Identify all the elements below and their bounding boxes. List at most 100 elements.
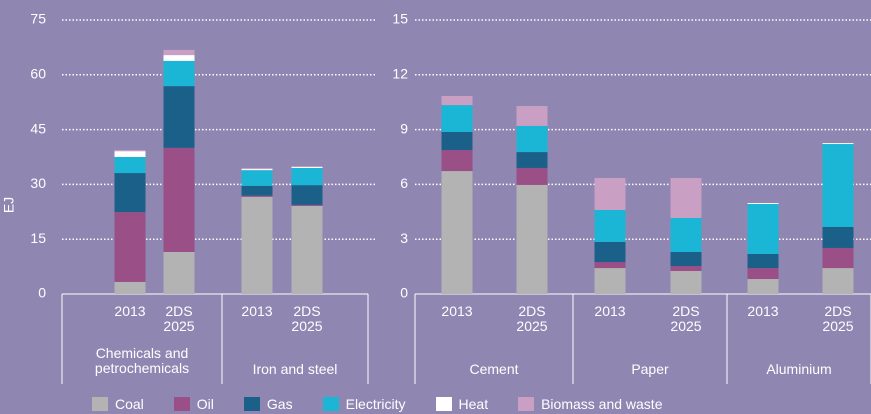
group-label: Iron and steel: [252, 361, 338, 377]
bar-segment: [163, 251, 195, 294]
bar-segment: [441, 150, 473, 172]
y-axis-label: EJ: [1, 197, 17, 213]
x-tick-label: 2DS 2025: [822, 303, 854, 334]
bar-segment: [670, 218, 702, 252]
bar-segment: [241, 196, 273, 294]
bar-segment: [516, 152, 548, 168]
bar-segment: [594, 241, 626, 263]
bar-segment: [747, 203, 779, 204]
legend-swatch: [435, 397, 452, 411]
bar-segment: [291, 185, 323, 205]
legend-item: Coal: [92, 396, 144, 412]
bar-segment: [670, 251, 702, 267]
legend-item: Oil: [173, 396, 214, 412]
bar-segment: [747, 268, 779, 280]
bar-segment: [163, 60, 195, 87]
group-label: Cement: [469, 361, 519, 377]
x-tick-label: 2013: [747, 303, 779, 319]
group-label: Chemicals and petrochemicals: [94, 345, 190, 376]
legend-label: Heat: [458, 396, 489, 412]
bar-segment: [114, 151, 146, 157]
x-tick-label: 2013: [594, 303, 626, 319]
bar-segment: [594, 209, 626, 242]
bar-segment: [114, 281, 146, 294]
y-tick-label: 75: [30, 11, 46, 27]
bar-segment: [241, 167, 273, 170]
bar-segment: [822, 226, 854, 248]
bar-segment: [822, 268, 854, 294]
bar-segment: [594, 178, 626, 210]
bar-segment: [241, 170, 273, 186]
bar-segment: [163, 147, 195, 252]
bar-segment: [114, 212, 146, 282]
legend-swatch: [322, 397, 339, 411]
x-tick-label: 2013: [114, 303, 146, 319]
bar-segment: [516, 184, 548, 294]
bar-segment: [163, 49, 195, 56]
x-tick-label: 2DS 2025: [163, 303, 195, 334]
legend-swatch: [92, 397, 108, 411]
y-tick-label: 0: [38, 285, 46, 301]
legend-swatch: [518, 397, 535, 411]
legend-label: Oil: [196, 396, 214, 412]
legend-swatch: [173, 397, 190, 411]
group-label: Aluminium: [766, 361, 832, 377]
legend-label: Electricity: [345, 396, 406, 412]
legend-label: Gas: [266, 396, 293, 412]
x-tick-label: 2DS 2025: [516, 303, 548, 334]
bar-segment: [291, 166, 323, 167]
y-tick-label: 3: [400, 230, 408, 246]
legend-item: Heat: [435, 396, 489, 412]
y-tick-label: 12: [392, 66, 408, 82]
bar-segment: [291, 204, 323, 206]
bar-segment: [441, 105, 473, 132]
bar-segment: [516, 106, 548, 126]
legend-label: Coal: [115, 396, 144, 412]
bar-segment: [441, 95, 473, 106]
bar-segment: [747, 279, 779, 294]
bar-segment: [241, 169, 273, 171]
legend-item: Gas: [243, 396, 293, 412]
legend-item: Biomass and waste: [518, 396, 663, 412]
legend-item: Electricity: [322, 396, 406, 412]
group-label: Paper: [631, 361, 669, 377]
bar-segment: [163, 86, 195, 148]
bar-segment: [670, 178, 702, 219]
y-tick-label: 30: [30, 175, 46, 191]
legend-swatch: [243, 397, 260, 411]
bar-segment: [291, 167, 323, 186]
bar-segment: [241, 195, 273, 197]
y-tick-label: 45: [30, 120, 46, 136]
y-tick-label: 15: [30, 230, 46, 246]
y-tick-label: 60: [30, 66, 46, 82]
bar-segment: [291, 166, 323, 168]
bar-segment: [114, 173, 146, 213]
x-tick-label: 2DS 2025: [291, 303, 323, 334]
bar-segment: [114, 157, 146, 174]
bar-segment: [670, 270, 702, 294]
bar-segment: [241, 185, 273, 196]
bar-segment: [747, 203, 779, 254]
bar-segment: [670, 266, 702, 271]
bar-segment: [822, 247, 854, 269]
y-tick-label: 15: [392, 11, 408, 27]
bar-segment: [516, 167, 548, 185]
y-tick-label: 6: [400, 175, 408, 191]
bar-segment: [516, 125, 548, 153]
bar-segment: [441, 171, 473, 294]
bar-segment: [441, 131, 473, 151]
bar-segment: [291, 205, 323, 294]
x-tick-label: 2013: [441, 303, 473, 319]
bar-segment: [747, 253, 779, 269]
bar-segment: [163, 55, 195, 61]
bar-segment: [822, 143, 854, 145]
y-tick-label: 9: [400, 120, 408, 136]
bar-segment: [594, 268, 626, 294]
x-tick-label: 2013: [241, 303, 273, 319]
x-tick-label: 2DS 2025: [670, 303, 702, 334]
bar-segment: [594, 262, 626, 269]
legend-label: Biomass and waste: [541, 396, 663, 412]
bar-segment: [114, 150, 146, 152]
